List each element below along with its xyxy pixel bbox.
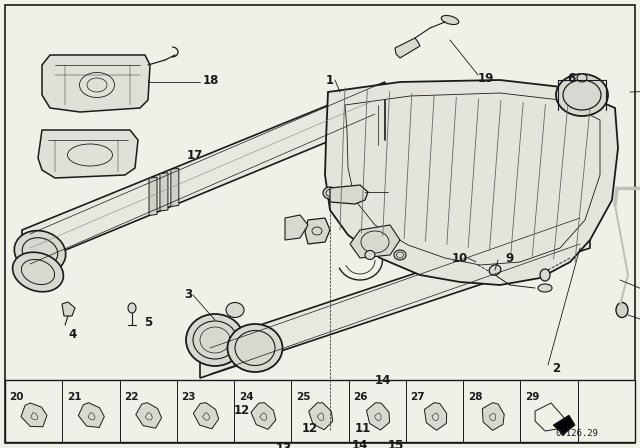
Text: 14: 14 <box>352 439 368 448</box>
Polygon shape <box>160 173 168 211</box>
Polygon shape <box>62 302 75 316</box>
Ellipse shape <box>441 16 459 25</box>
Polygon shape <box>395 38 420 58</box>
Text: 12: 12 <box>301 422 318 435</box>
Ellipse shape <box>556 74 608 116</box>
Polygon shape <box>21 403 47 427</box>
Polygon shape <box>78 403 104 427</box>
Polygon shape <box>330 185 368 204</box>
Polygon shape <box>308 403 333 430</box>
Text: 19: 19 <box>478 72 494 85</box>
Ellipse shape <box>577 74 587 82</box>
Ellipse shape <box>616 302 628 318</box>
Ellipse shape <box>226 302 244 318</box>
Text: 10: 10 <box>452 251 468 264</box>
Text: 13: 13 <box>276 441 292 448</box>
Polygon shape <box>325 80 618 285</box>
Polygon shape <box>149 177 157 215</box>
Text: 4: 4 <box>69 328 77 341</box>
Polygon shape <box>251 403 276 429</box>
Text: 25: 25 <box>296 392 310 402</box>
Text: 20: 20 <box>10 392 24 402</box>
Polygon shape <box>285 215 308 240</box>
Polygon shape <box>193 403 219 429</box>
Polygon shape <box>350 225 400 258</box>
Text: 18: 18 <box>203 73 220 86</box>
Ellipse shape <box>14 231 66 273</box>
Polygon shape <box>38 130 138 178</box>
Text: 1: 1 <box>326 73 334 86</box>
Ellipse shape <box>365 250 375 259</box>
Text: 23: 23 <box>181 392 196 402</box>
Text: 11: 11 <box>355 422 371 435</box>
Ellipse shape <box>186 314 244 366</box>
Polygon shape <box>171 168 179 207</box>
Polygon shape <box>553 415 575 435</box>
Ellipse shape <box>323 187 337 199</box>
Polygon shape <box>483 403 504 431</box>
Text: 2: 2 <box>552 362 560 375</box>
Text: 29: 29 <box>525 392 540 402</box>
Ellipse shape <box>227 324 282 372</box>
Text: 12: 12 <box>234 404 250 417</box>
Ellipse shape <box>128 303 136 313</box>
Polygon shape <box>136 403 161 428</box>
Polygon shape <box>424 403 447 430</box>
Text: 24: 24 <box>239 392 253 402</box>
Polygon shape <box>367 403 390 430</box>
Ellipse shape <box>540 269 550 281</box>
Text: 21: 21 <box>67 392 81 402</box>
Ellipse shape <box>13 252 63 292</box>
Text: 27: 27 <box>410 392 425 402</box>
Text: 9: 9 <box>505 251 513 264</box>
Text: 3: 3 <box>184 289 192 302</box>
Polygon shape <box>42 55 150 112</box>
Polygon shape <box>200 215 590 378</box>
Ellipse shape <box>394 250 406 260</box>
Ellipse shape <box>489 265 501 275</box>
Text: 00126.29: 00126.29 <box>555 429 598 438</box>
Ellipse shape <box>538 284 552 292</box>
Text: 17: 17 <box>187 148 203 161</box>
Text: 14: 14 <box>375 374 392 387</box>
Polygon shape <box>22 82 385 268</box>
Text: 22: 22 <box>124 392 139 402</box>
Text: 28: 28 <box>468 392 483 402</box>
Text: 15: 15 <box>388 439 404 448</box>
Polygon shape <box>305 218 330 244</box>
Text: 26: 26 <box>353 392 368 402</box>
Text: 6: 6 <box>567 72 575 85</box>
Text: 5: 5 <box>144 315 152 328</box>
Bar <box>5 380 635 442</box>
